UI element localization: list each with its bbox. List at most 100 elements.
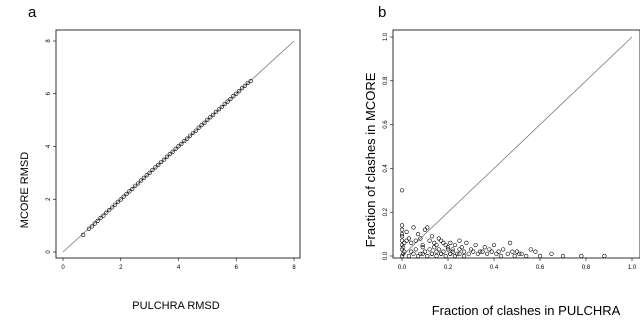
panel-b-y-tick-label: 0.4 — [383, 164, 389, 173]
panel-b-x-tick-label: 0.4 — [490, 265, 499, 271]
panel-b-data-point — [418, 251, 423, 256]
panel-a-data-point — [118, 197, 123, 202]
panel-b-data-point — [425, 225, 430, 230]
panel-b-data-point — [457, 247, 462, 252]
panel-a-identity-line — [62, 40, 295, 253]
panel-b-data-point — [443, 253, 448, 259]
panel-b-data-point — [399, 253, 405, 259]
panel-a-y-tick-label: 2 — [46, 197, 52, 201]
panel-b-data-point — [455, 251, 460, 256]
panel-b-data-point — [452, 242, 458, 248]
panel-a-data-point — [182, 138, 187, 144]
panel-b-data-point — [429, 251, 435, 256]
panel-a-data-point — [156, 162, 161, 168]
panel-b-data-point — [399, 223, 405, 228]
panel-b-data-point — [432, 240, 437, 245]
panel-b-data-point — [496, 249, 501, 254]
panel-a-data-point — [167, 152, 172, 157]
panel-b-data-point — [445, 247, 451, 252]
panel-b-data-point — [452, 253, 458, 259]
panel-a-data-point — [147, 170, 152, 175]
panel-a-data-point — [179, 141, 184, 146]
panel-b-data-point — [411, 251, 416, 256]
panel-a-data-point — [104, 210, 109, 215]
panel-a-data-point — [205, 117, 210, 122]
panel-b-data-point — [450, 249, 455, 254]
panel-b-data-point — [480, 249, 485, 254]
panel-b-data-point — [505, 251, 510, 256]
panel-b-data-point — [533, 249, 538, 254]
panel-a-data-point — [150, 167, 155, 173]
panel-b-data-point — [399, 232, 405, 237]
panel-b-data-point — [434, 253, 439, 259]
panel-b-data-point — [602, 253, 607, 259]
panel-a-data-point — [190, 130, 196, 136]
panel-b-data-point — [443, 242, 448, 248]
panel-b-y-tick-label: 0.6 — [383, 120, 389, 129]
panel-a-data-point — [98, 215, 103, 221]
panel-b-data-point — [498, 253, 504, 259]
panel-b-data-point — [445, 245, 451, 250]
panel-b-y-ticks: 0.0 0.2 0.4 0.6 0.8 1.0 — [383, 32, 393, 260]
panel-b-data-point — [491, 242, 497, 248]
panel-a-data-point — [161, 157, 167, 162]
panel-b-data-point — [482, 245, 487, 250]
panel-b-data-point — [489, 249, 494, 254]
panel-b-data-point — [478, 249, 483, 254]
panel-b-data-point — [524, 253, 529, 259]
panel-a-data-point — [107, 207, 112, 213]
panel-b-data-point — [425, 253, 430, 259]
panel-a-data-point — [211, 112, 216, 117]
panel-b-data-point — [401, 245, 406, 250]
panel-a-x-tick-label: 2 — [119, 265, 123, 271]
panel-b-data-point — [416, 232, 421, 237]
panel-b-points — [399, 188, 607, 259]
panel-b-data-point — [402, 249, 407, 254]
panel-a-data-point — [216, 107, 222, 112]
panel-b-data-point — [418, 236, 423, 241]
panel-b-data-point — [448, 251, 453, 256]
panel-a-data-point — [81, 232, 86, 237]
panel-b-data-point — [517, 251, 522, 256]
panel-b-y-tick-label: 1.0 — [383, 32, 389, 41]
panel-a-data-point — [130, 186, 135, 192]
panel-a-data-point — [185, 136, 190, 141]
panel-b-data-point — [462, 253, 467, 259]
panel-b-data-point — [471, 249, 476, 254]
panel-b-data-point — [399, 227, 405, 232]
panel-b-data-point — [439, 238, 444, 243]
panel-a-data-point — [86, 226, 92, 231]
panel-a-data-point — [208, 115, 213, 120]
panel-b-data-point — [422, 227, 428, 232]
panel-b-data-point — [420, 242, 425, 248]
panel-b-data-point — [457, 238, 462, 243]
panel-a-y-tick-label: 8 — [46, 39, 52, 43]
panel-b-x-ticks: 0.0 0.2 0.4 0.6 0.8 1.0 — [398, 258, 637, 271]
panel-a-data-point — [112, 202, 118, 207]
panel-b-data-point — [409, 249, 414, 254]
panel-a-data-point — [225, 99, 230, 104]
panel-b-data-point — [436, 247, 441, 252]
panel-b: b 0.0 0.2 0.4 0.6 0.8 1.0 0.00.20.40.60.81.0 … — [363, 4, 640, 318]
panel-b-data-point — [399, 242, 405, 248]
panel-a-data-point — [133, 183, 138, 188]
panel-b-data-point — [450, 247, 455, 252]
panel-a-data-point — [115, 199, 120, 204]
panel-b-data-point — [508, 240, 513, 245]
panel-a-data-point — [239, 86, 245, 91]
panel-a-y-ticks: 0 2 4 6 8 — [46, 39, 56, 254]
panel-a-data-point — [248, 78, 253, 84]
panel-a-data-point — [164, 154, 170, 159]
panel-a-data-point — [199, 123, 204, 128]
panel-b-data-point — [439, 251, 444, 256]
panel-b-data-point — [514, 249, 520, 254]
panel-b-data-point — [528, 247, 533, 252]
panel-b-data-point — [436, 236, 441, 241]
panel-b-data-point — [399, 188, 405, 193]
panel-a-y-axis-title: MCORE RMSD — [19, 152, 31, 228]
panel-a-data-point — [213, 109, 219, 115]
panel-a-data-point — [234, 91, 239, 96]
panel-b-data-point — [579, 253, 584, 259]
panel-a-data-point — [193, 128, 198, 133]
